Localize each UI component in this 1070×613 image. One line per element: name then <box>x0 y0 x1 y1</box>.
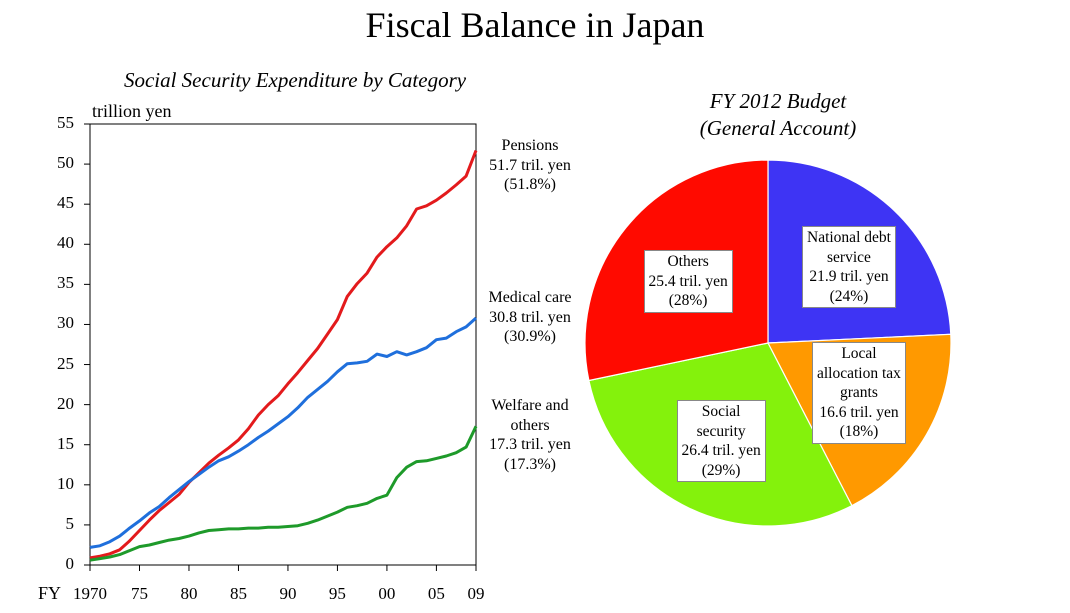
pie-chart-title: FY 2012 Budget (General Account) <box>628 88 928 142</box>
pie-label-line: service <box>827 248 871 266</box>
series-label-line: 30.8 tril. yen <box>489 308 571 326</box>
series-label-medical: Medical care 30.8 tril. yen (30.9%) <box>460 288 600 347</box>
pie-title-line-2: (General Account) <box>699 116 857 140</box>
y-tick-label: 25 <box>57 353 74 373</box>
y-tick-label: 15 <box>57 433 74 453</box>
series-label-line: Pensions <box>501 137 559 154</box>
pie-label-line: Local <box>841 345 877 362</box>
series-label-line: 51.7 tril. yen <box>489 156 571 174</box>
series-line-welfare <box>89 425 478 562</box>
pie-title-line-1: FY 2012 Budget <box>709 89 847 113</box>
pie-label-line: Others <box>667 253 709 270</box>
x-tick-label: 85 <box>229 584 247 603</box>
pie-label-line: 16.6 tril. yen <box>819 403 899 421</box>
pie-label-line: (29%) <box>701 461 741 479</box>
series-line-medical <box>89 316 478 549</box>
series-label-line: Welfare and <box>491 397 569 414</box>
y-tick-label: 40 <box>57 233 74 253</box>
series-label-welfare: Welfare and others 17.3 tril. yen (17.3%) <box>460 396 600 474</box>
y-tick-label: 55 <box>57 113 74 132</box>
series-label-line: Medical care <box>488 289 572 306</box>
x-axis-label: FY <box>38 583 62 603</box>
pie-label-line: 21.9 tril. yen <box>809 268 889 285</box>
y-tick-label: 50 <box>57 153 74 173</box>
series-label-pensions: Pensions 51.7 tril. yen (51.8%) <box>460 136 600 195</box>
x-tick-label: 1970 <box>73 584 107 603</box>
x-tick-label: 05 <box>427 584 445 603</box>
pie-label-line: Social <box>701 403 741 420</box>
pie-label-line: (24%) <box>829 287 869 305</box>
x-tick-label: 00 <box>378 584 396 603</box>
pie-label-line: grants <box>840 384 878 401</box>
series-label-line: 17.3 tril. yen <box>489 436 571 453</box>
plot-frame <box>89 123 477 566</box>
y-tick-label: 35 <box>57 273 74 293</box>
series-label-line: others <box>510 416 550 434</box>
pie-label-line: (28%) <box>668 292 708 309</box>
pie-label-social: Social security 26.4 tril. yen (29%) <box>676 400 766 482</box>
pie-label-line: 26.4 tril. yen <box>681 442 761 459</box>
series-label-line: (51.8%) <box>504 176 556 193</box>
y-axis-unit-label: trillion yen <box>92 101 172 121</box>
pie-label-line: National debt <box>807 229 891 246</box>
pie-label-line: security <box>696 422 746 440</box>
x-tick-label: 90 <box>279 584 297 603</box>
pie-label-others: Others 25.4 tril. yen (28%) <box>643 250 733 313</box>
y-tick-label: 0 <box>65 554 75 573</box>
y-tick-label: 45 <box>57 193 74 213</box>
pie-label-line: (18%) <box>839 423 879 440</box>
y-tick-label: 10 <box>57 473 74 493</box>
pie-label-local: Local allocation tax grants 16.6 tril. yen (… <box>812 342 906 444</box>
y-tick-label: 30 <box>57 313 74 333</box>
x-tick-label: 75 <box>130 584 148 603</box>
line-chart-title: Social Security Expenditure by Category <box>123 68 467 92</box>
y-tick-label: 5 <box>65 513 75 533</box>
x-tick-label: 80 <box>180 584 198 603</box>
x-tick-label: 95 <box>328 584 346 603</box>
main-title: Fiscal Balance in Japan <box>365 5 705 45</box>
series-line-pensions <box>89 149 478 560</box>
series-label-line: (30.9%) <box>504 328 556 345</box>
pie-label-line: allocation tax <box>817 364 901 382</box>
y-tick-label: 20 <box>57 393 74 413</box>
series-label-line: (17.3%) <box>504 455 556 473</box>
x-tick-label: 09 <box>467 584 485 603</box>
pie-label-line: 25.4 tril. yen <box>648 272 728 290</box>
pie-label-debt: National debt service 21.9 tril. yen (24%) <box>802 226 896 308</box>
